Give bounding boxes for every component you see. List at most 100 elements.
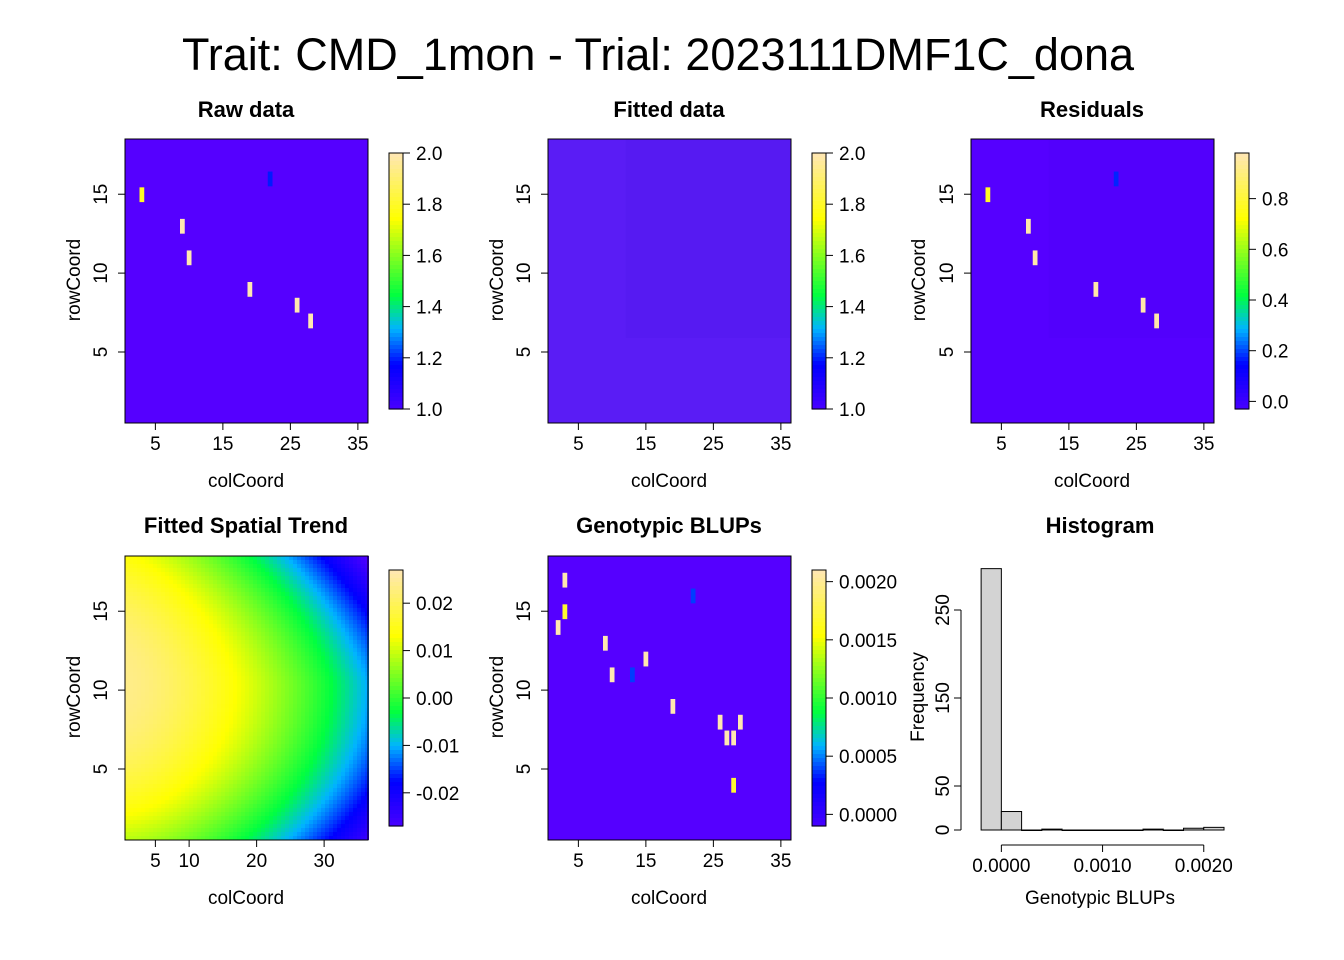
trend-cell bbox=[213, 612, 217, 616]
trend-cell bbox=[305, 580, 309, 584]
trend-cell bbox=[213, 636, 217, 640]
trend-cell bbox=[321, 776, 325, 780]
trend-cell bbox=[237, 820, 241, 824]
trend-cell bbox=[137, 708, 141, 712]
trend-cell bbox=[269, 740, 273, 744]
colorbar-cell bbox=[812, 185, 826, 190]
trend-cell bbox=[329, 744, 333, 748]
trend-cell bbox=[309, 688, 313, 692]
trend-cell bbox=[337, 660, 341, 664]
trend-cell bbox=[145, 556, 149, 560]
trend-cell bbox=[181, 648, 185, 652]
trend-cell bbox=[137, 804, 141, 808]
trend-cell bbox=[337, 668, 341, 672]
trend-cell bbox=[153, 828, 157, 832]
trend-cell bbox=[265, 752, 269, 756]
trend-cell bbox=[281, 632, 285, 636]
trend-cell bbox=[201, 572, 205, 576]
trend-cell bbox=[153, 716, 157, 720]
trend-cell bbox=[285, 716, 289, 720]
trend-cell bbox=[249, 700, 253, 704]
trend-cell bbox=[297, 624, 301, 628]
trend-cell bbox=[129, 796, 133, 800]
trend-cell bbox=[217, 588, 221, 592]
trend-cell bbox=[125, 588, 129, 592]
trend-cell bbox=[341, 800, 345, 804]
trend-cell bbox=[313, 736, 317, 740]
trend-cell bbox=[349, 600, 353, 604]
trend-cell bbox=[357, 568, 361, 572]
trend-cell bbox=[137, 776, 141, 780]
trend-cell bbox=[265, 708, 269, 712]
trend-cell bbox=[241, 656, 245, 660]
trend-cell bbox=[193, 648, 197, 652]
trend-cell bbox=[329, 820, 333, 824]
trend-cell bbox=[125, 680, 129, 684]
colorbar-cell bbox=[812, 193, 826, 198]
trend-cell bbox=[285, 828, 289, 832]
trend-cell bbox=[261, 620, 265, 624]
trend-cell bbox=[325, 596, 329, 600]
colorbar-cell bbox=[1235, 201, 1249, 206]
trend-cell bbox=[193, 804, 197, 808]
colorbar-cell bbox=[1235, 205, 1249, 210]
colorbar-cell bbox=[812, 201, 826, 206]
trend-cell bbox=[217, 760, 221, 764]
colorbar-cell bbox=[812, 265, 826, 270]
trend-cell bbox=[329, 664, 333, 668]
trend-cell bbox=[153, 628, 157, 632]
trend-cell bbox=[329, 632, 333, 636]
trend-cell bbox=[153, 556, 157, 560]
trend-cell bbox=[345, 824, 349, 828]
trend-cell bbox=[325, 652, 329, 656]
trend-cell bbox=[317, 716, 321, 720]
trend-cell bbox=[161, 748, 165, 752]
colorbar-cell bbox=[389, 798, 403, 803]
colorbar-cell bbox=[1235, 329, 1249, 334]
y-tick-label: 15 bbox=[514, 184, 535, 205]
trend-cell bbox=[349, 564, 353, 568]
trend-cell bbox=[313, 600, 317, 604]
trend-cell bbox=[185, 692, 189, 696]
trend-cell bbox=[149, 712, 153, 716]
trend-cell bbox=[133, 612, 137, 616]
trend-cell bbox=[193, 796, 197, 800]
trend-cell bbox=[221, 636, 225, 640]
trend-cell bbox=[141, 740, 145, 744]
trend-cell bbox=[361, 576, 365, 580]
colorbar-cell bbox=[389, 574, 403, 579]
trend-cell bbox=[289, 588, 293, 592]
trend-cell bbox=[289, 568, 293, 572]
trend-cell bbox=[193, 684, 197, 688]
trend-cell bbox=[181, 772, 185, 776]
trend-cell bbox=[297, 556, 301, 560]
trend-cell bbox=[333, 644, 337, 648]
trend-cell bbox=[241, 716, 245, 720]
trend-cell bbox=[185, 612, 189, 616]
trend-cell bbox=[341, 632, 345, 636]
trend-cell bbox=[153, 764, 157, 768]
trend-cell bbox=[257, 648, 261, 652]
trend-cell bbox=[173, 780, 177, 784]
trend-cell bbox=[133, 688, 137, 692]
trend-cell bbox=[157, 788, 161, 792]
trend-cell bbox=[341, 592, 345, 596]
trend-cell bbox=[197, 632, 201, 636]
trend-cell bbox=[277, 772, 281, 776]
trend-cell bbox=[129, 780, 133, 784]
heatmap-cell bbox=[308, 313, 313, 329]
trend-cell bbox=[237, 604, 241, 608]
trend-cell bbox=[161, 668, 165, 672]
trend-cell bbox=[181, 680, 185, 684]
trend-cell bbox=[281, 812, 285, 816]
heatmap-base bbox=[548, 139, 791, 423]
trend-cell bbox=[245, 568, 249, 572]
trend-cell bbox=[129, 572, 133, 576]
trend-cell bbox=[297, 792, 301, 796]
trend-cell bbox=[309, 676, 313, 680]
trend-cell bbox=[225, 652, 229, 656]
colorbar-cell bbox=[812, 377, 826, 382]
trend-cell bbox=[161, 816, 165, 820]
trend-cell bbox=[329, 828, 333, 832]
trend-cell bbox=[225, 568, 229, 572]
